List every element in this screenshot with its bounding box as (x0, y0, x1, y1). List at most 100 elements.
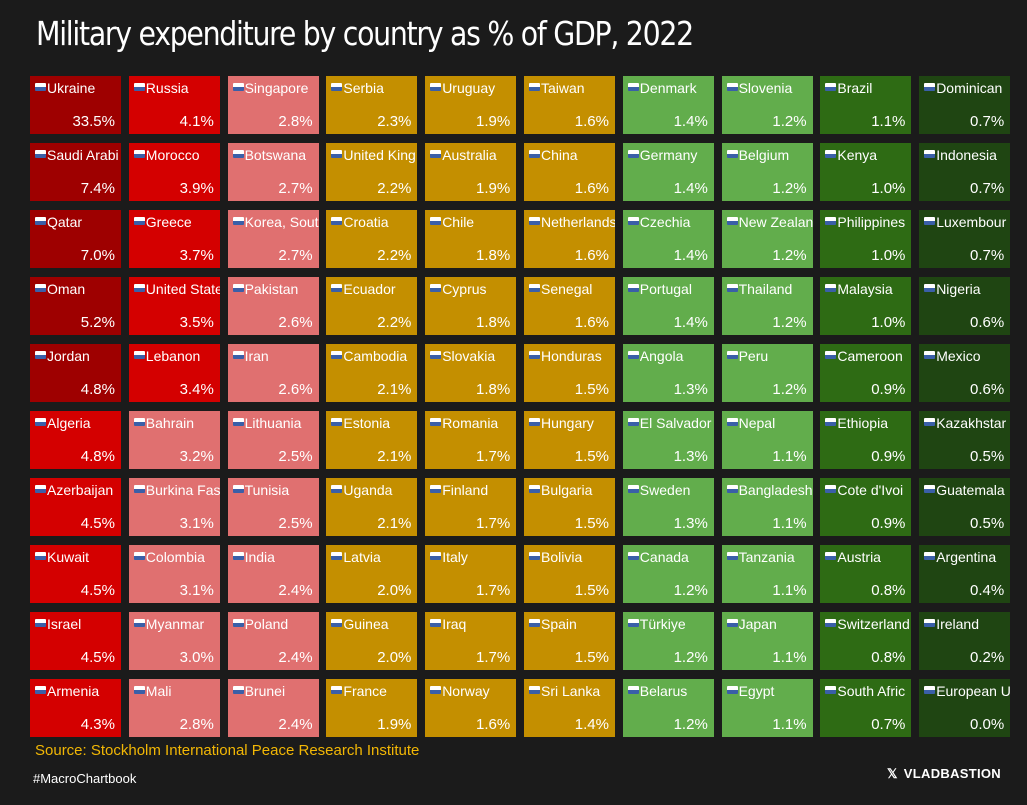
expenditure-value: 4.8% (80, 381, 115, 398)
country-name: Morocco (145, 147, 200, 163)
expenditure-value: 1.1% (772, 649, 807, 666)
country-name: Iran (244, 348, 269, 364)
expenditure-value: 1.5% (574, 582, 609, 599)
country-name: Malaysia (837, 281, 893, 297)
expenditure-value: 1.1% (772, 515, 807, 532)
country-tile: Israel 4.5% (30, 612, 121, 670)
country-name: Kenya (837, 147, 878, 163)
country-name: Angola (639, 348, 684, 364)
expenditure-value: 1.3% (673, 381, 708, 398)
flag-icon (825, 485, 837, 493)
flag-icon (924, 217, 936, 225)
country-tile: Norway 1.6% (425, 679, 517, 737)
country-name: Sweden (639, 482, 691, 498)
expenditure-value: 1.0% (871, 314, 906, 331)
country-name: Italy (442, 549, 468, 565)
flag-icon (331, 217, 343, 225)
expenditure-value: 4.5% (80, 515, 115, 532)
expenditure-value: 0.9% (871, 381, 906, 398)
country-name: Australia (442, 147, 497, 163)
country-tile: Cote d'Ivoi 0.9% (820, 478, 912, 536)
expenditure-value: 1.4% (673, 314, 708, 331)
country-tile: Netherlands 1.6% (524, 210, 615, 268)
flag-icon (232, 83, 244, 91)
expenditure-value: 2.2% (377, 247, 412, 264)
flag-icon (331, 485, 343, 493)
expenditure-value: 0.9% (871, 448, 906, 465)
country-tile: Cameroon 0.9% (820, 344, 912, 402)
country-name: Peru (738, 348, 769, 364)
country-name: France (343, 683, 387, 699)
flag-icon (726, 552, 738, 560)
expenditure-value: 1.8% (475, 381, 511, 398)
expenditure-value: 2.7% (278, 247, 313, 264)
country-name: Colombia (145, 549, 205, 565)
flag-icon (924, 686, 936, 694)
country-name: Cambodia (343, 348, 408, 364)
country-name: United State (145, 281, 220, 297)
country-name: Singapore (244, 80, 309, 96)
country-tile: Chile 1.8% (425, 210, 517, 268)
expenditure-value: 0.7% (969, 247, 1005, 264)
country-name: Cote d'Ivoi (837, 482, 904, 498)
country-tile: Finland 1.7% (425, 478, 517, 536)
flag-icon (35, 217, 46, 225)
country-name: Korea, Sout (244, 214, 319, 230)
expenditure-value: 0.5% (969, 448, 1005, 465)
country-tile: Pakistan 2.6% (227, 277, 319, 335)
country-tile: Latvia 2.0% (326, 545, 418, 603)
country-tile: Spain 1.5% (524, 612, 615, 670)
expenditure-value: 2.4% (278, 649, 313, 666)
expenditure-value: 1.1% (772, 582, 807, 599)
expenditure-value: 2.4% (278, 582, 313, 599)
expenditure-value: 0.5% (969, 515, 1005, 532)
country-name: Germany (639, 147, 698, 163)
flag-icon (133, 552, 145, 560)
country-tile: Kenya 1.0% (820, 143, 912, 201)
country-tile: United State 3.5% (128, 277, 220, 335)
flag-icon (331, 351, 343, 359)
flag-icon (331, 150, 343, 158)
expenditure-value: 0.7% (871, 716, 906, 733)
country-tile: Lebanon 3.4% (128, 344, 220, 402)
country-tile: Nigeria 0.6% (919, 277, 1011, 335)
flag-icon (232, 284, 244, 292)
expenditure-value: 2.5% (278, 515, 313, 532)
flag-icon (232, 485, 244, 493)
flag-icon (726, 83, 738, 91)
expenditure-value: 2.0% (377, 649, 412, 666)
country-tile: Peru 1.2% (721, 344, 813, 402)
expenditure-value: 1.2% (673, 649, 708, 666)
expenditure-value: 1.5% (574, 381, 609, 398)
country-name: Pakistan (244, 281, 299, 297)
expenditure-value: 1.7% (475, 515, 511, 532)
flag-icon (726, 686, 738, 694)
expenditure-value: 7.0% (80, 247, 115, 264)
country-name: Switzerland (837, 616, 910, 632)
expenditure-value: 1.8% (475, 247, 511, 264)
country-name: Bulgaria (541, 482, 593, 498)
country-tile: Serbia 2.3% (326, 76, 418, 134)
country-tile: Uruguay 1.9% (425, 76, 517, 134)
country-name: Dominican (936, 80, 1003, 96)
country-name: Kazakhstar (936, 415, 1007, 431)
country-name: Slovakia (442, 348, 496, 364)
country-name: Tanzania (738, 549, 795, 565)
flag-icon (331, 552, 343, 560)
flag-icon (430, 418, 442, 426)
flag-icon (35, 83, 46, 91)
country-tile: Indonesia 0.7% (919, 143, 1011, 201)
flag-icon (430, 351, 442, 359)
country-name: Guatemala (936, 482, 1005, 498)
country-tile: India 2.4% (227, 545, 319, 603)
expenditure-value: 0.4% (969, 582, 1005, 599)
x-logo-icon: 𝕏 (887, 766, 898, 781)
country-tile: Ukraine 33.5% (30, 76, 121, 134)
country-tile: Morocco 3.9% (128, 143, 220, 201)
country-tile: Czechia 1.4% (622, 210, 714, 268)
country-name: Serbia (343, 80, 384, 96)
expenditure-value: 1.6% (574, 314, 609, 331)
flag-icon (35, 351, 46, 359)
expenditure-value: 1.7% (475, 582, 511, 599)
flag-icon (627, 150, 639, 158)
